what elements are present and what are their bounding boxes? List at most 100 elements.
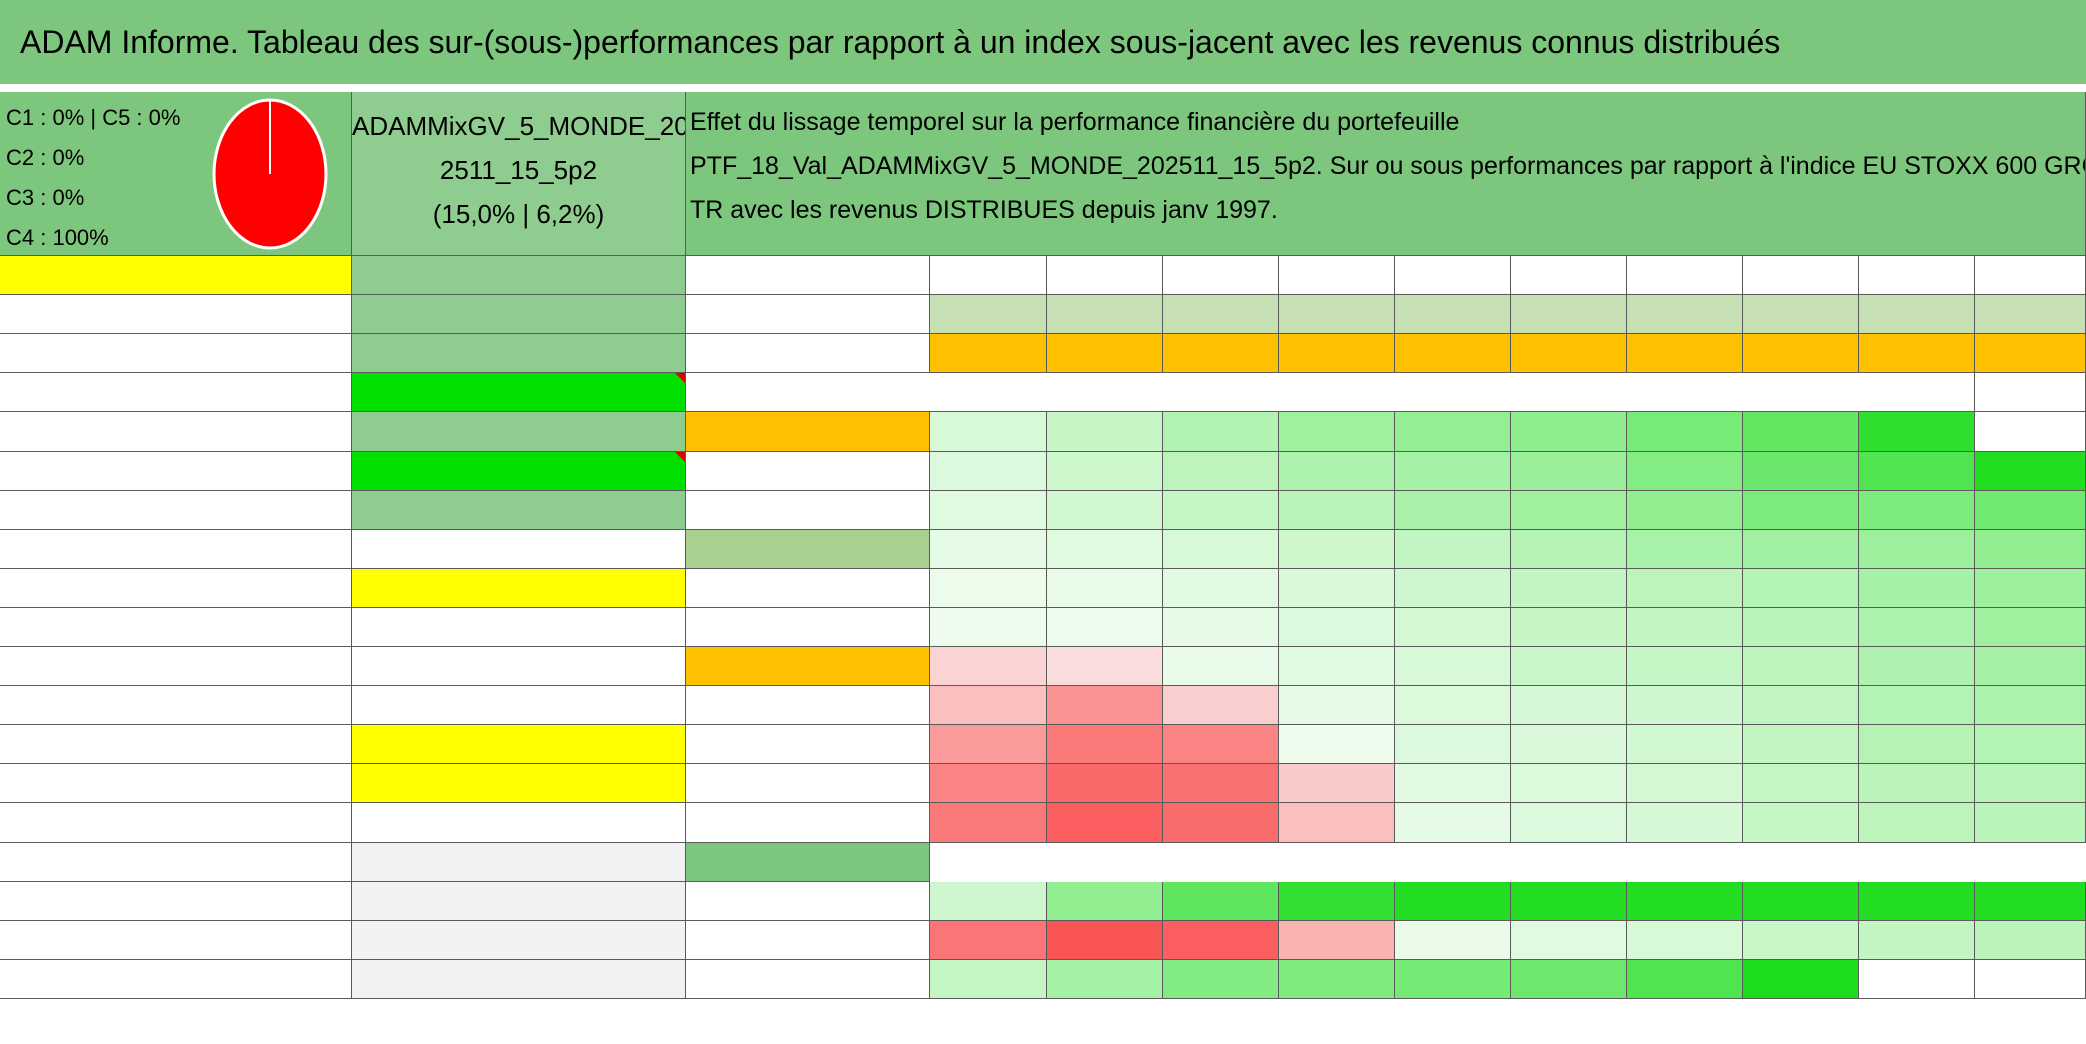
prob-value (1975, 725, 2086, 764)
prob-value (1395, 686, 1511, 725)
prob-percentile (686, 412, 930, 452)
holding-row (0, 569, 352, 608)
holding-row (0, 452, 352, 491)
year-header (1395, 256, 1511, 295)
holding-row (0, 295, 352, 334)
pos-value (1395, 882, 1511, 921)
prob-value (1511, 452, 1627, 491)
prob-value (1395, 725, 1511, 764)
year-header (1279, 256, 1395, 295)
rend-value (1743, 295, 1859, 334)
info-cell (352, 843, 686, 882)
prob-value (1627, 647, 1743, 686)
vol-value (1047, 334, 1163, 373)
prob-value (1743, 647, 1859, 686)
prob-value (1859, 647, 1975, 686)
prob-value (1743, 491, 1859, 530)
prob-value (930, 569, 1047, 608)
pie-legend-cell: C1 : 0% | C5 : 0% C2 : 0% C3 : 0% C4 : 1… (0, 92, 352, 256)
rend-value (1279, 295, 1395, 334)
prob-value (1743, 412, 1859, 452)
prob-value (1859, 530, 1975, 569)
description-line3: TR avec les revenus DISTRIBUES depuis ja… (690, 196, 1278, 224)
year-header (1047, 256, 1163, 295)
prob-percentile (686, 764, 930, 803)
pos-value (1511, 882, 1627, 921)
prob-value (1975, 412, 2086, 452)
prob-value (1743, 569, 1859, 608)
pie-chart (212, 98, 328, 250)
holding-row (0, 530, 352, 569)
pos-value (1975, 882, 2086, 921)
prob-value (1627, 725, 1743, 764)
info-cell (352, 569, 686, 608)
min-value (1627, 921, 1743, 960)
prob-value (1975, 530, 2086, 569)
prob-value (1395, 803, 1511, 843)
prob-percentile (686, 803, 930, 843)
description-cell: Effet du lissage temporel sur la perform… (686, 92, 2086, 256)
max-value (1395, 960, 1511, 999)
max-value (1975, 960, 2086, 999)
prob-value (1163, 803, 1279, 843)
prob-value (1279, 569, 1395, 608)
year-header (1511, 256, 1627, 295)
prob-value (930, 725, 1047, 764)
legend-c3: C3 : 0% (6, 185, 85, 210)
prob-value (1627, 491, 1743, 530)
prob-value (1859, 608, 1975, 647)
holding-row (0, 921, 352, 960)
info-cell (352, 686, 686, 725)
prob-value (1395, 412, 1511, 452)
max-value (1047, 960, 1163, 999)
info-cell (352, 373, 686, 412)
max-value (1163, 960, 1279, 999)
min-value (1859, 921, 1975, 960)
prob-value (1975, 647, 2086, 686)
prob-value (1859, 764, 1975, 803)
holding-row (0, 764, 352, 803)
min-value (930, 921, 1047, 960)
prob-value (1627, 452, 1743, 491)
holding-row (0, 608, 352, 647)
prob-value (1627, 530, 1743, 569)
max-value (1743, 960, 1859, 999)
prob-value (1279, 647, 1395, 686)
prob-value (1395, 569, 1511, 608)
prob-value (1859, 452, 1975, 491)
holding-row (0, 882, 352, 921)
vol-value (1743, 334, 1859, 373)
prob-percentile (686, 569, 930, 608)
rend-value (1975, 295, 2086, 334)
prob-value (1395, 608, 1511, 647)
prob-value (1859, 803, 1975, 843)
vol-value (1395, 334, 1511, 373)
rend-value (1511, 295, 1627, 334)
max-value (1627, 960, 1743, 999)
prob-value (1859, 686, 1975, 725)
year-header (930, 256, 1047, 295)
prob-value (1047, 686, 1163, 725)
prob-value (1163, 764, 1279, 803)
prob-percentile (686, 608, 930, 647)
holding-row (0, 373, 352, 412)
prob-value (930, 491, 1047, 530)
prob-value (930, 452, 1047, 491)
prob-percentile (686, 491, 930, 530)
max-value (1279, 960, 1395, 999)
vol-value (1511, 334, 1627, 373)
holding-row (0, 843, 352, 882)
prob-value (1163, 686, 1279, 725)
prob-value (1511, 647, 1627, 686)
prob-value (1743, 725, 1859, 764)
prob-value (930, 608, 1047, 647)
rend-value (930, 295, 1047, 334)
vol-value (1627, 334, 1743, 373)
year-header (1975, 256, 2086, 295)
prob-value (1511, 530, 1627, 569)
max-value (1859, 960, 1975, 999)
description-line1: Effet du lissage temporel sur la perform… (690, 108, 1460, 136)
years-label (686, 256, 930, 295)
prob-value (1743, 530, 1859, 569)
